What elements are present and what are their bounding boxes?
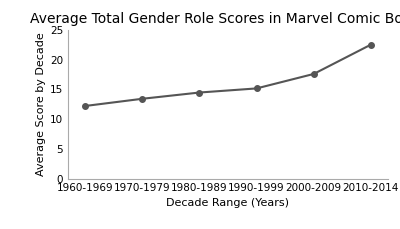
Title: Average Total Gender Role Scores in Marvel Comic Books: Average Total Gender Role Scores in Marv… — [30, 12, 400, 26]
X-axis label: Decade Range (Years): Decade Range (Years) — [166, 198, 290, 208]
Y-axis label: Average Score by Decade: Average Score by Decade — [36, 32, 46, 176]
